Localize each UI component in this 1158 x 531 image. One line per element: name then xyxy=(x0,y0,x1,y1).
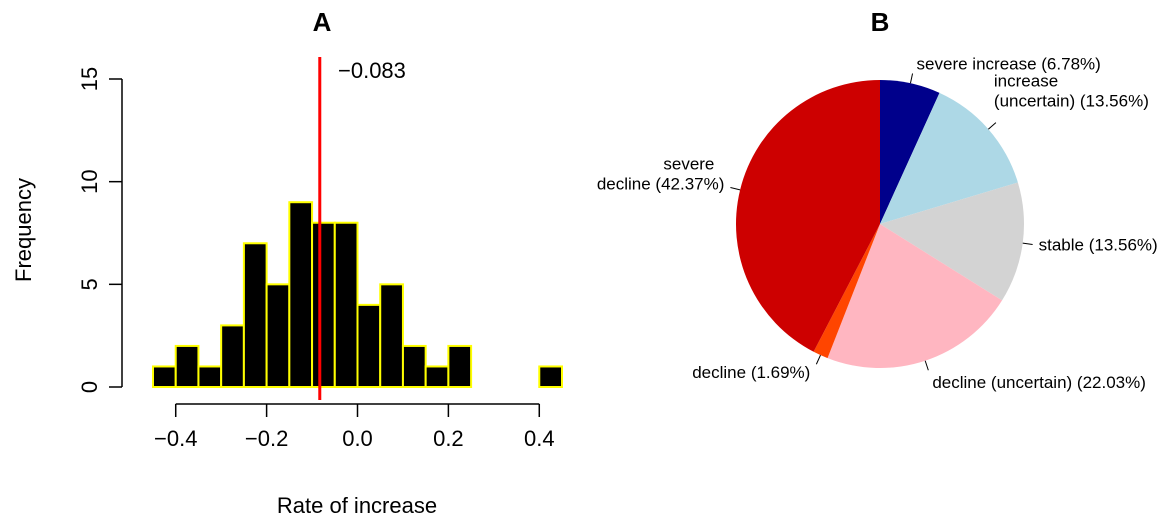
x-tick-label: −0.4 xyxy=(154,426,197,451)
y-tick-label: 10 xyxy=(77,169,102,193)
histogram-bar xyxy=(197,365,223,389)
histogram-bar xyxy=(379,283,404,389)
pie-slice xyxy=(813,224,880,359)
pie-slice xyxy=(880,182,1024,301)
histogram-bar xyxy=(311,221,336,388)
x-tick-label: −0.2 xyxy=(245,426,288,451)
pie-slice-label: severe increase (6.78%) xyxy=(917,54,1101,73)
y-tick-label: 15 xyxy=(77,67,102,91)
y-axis-label: Frequency xyxy=(11,178,36,282)
histogram-title: A xyxy=(313,7,332,37)
histogram-bar xyxy=(424,365,450,389)
pie-leader-line xyxy=(988,122,997,130)
pie-leader-line xyxy=(730,186,741,191)
pie-title: B xyxy=(871,7,890,37)
pie-leader-line xyxy=(924,360,929,371)
pie-slice-label: increase (uncertain) (13.56%) xyxy=(994,72,1149,111)
x-tick-label: 0.4 xyxy=(524,426,555,451)
histogram-bar xyxy=(356,303,382,388)
pie-slice-label: decline (uncertain) (22.03%) xyxy=(932,373,1146,392)
histogram-bar xyxy=(447,344,473,388)
pie-leader-line xyxy=(1022,242,1033,245)
histogram-bar xyxy=(174,344,200,388)
histogram-bar xyxy=(333,221,359,388)
histogram-bar xyxy=(265,283,291,389)
pie-leader-line xyxy=(815,354,821,365)
pie-slice-label: severe decline (42.37%) xyxy=(597,154,725,193)
y-tick-label: 0 xyxy=(77,381,102,393)
histogram-bar xyxy=(220,324,245,388)
histogram-bar xyxy=(242,242,268,388)
y-tick-label: 5 xyxy=(77,278,102,290)
pie-slice xyxy=(880,92,1018,224)
pie-slice xyxy=(736,80,880,352)
pie-slice-label: decline (1.69%) xyxy=(692,363,810,382)
reference-line-label: −0.083 xyxy=(338,58,406,83)
pie-slice xyxy=(880,80,940,224)
histogram-bar xyxy=(288,201,314,388)
histogram-bar xyxy=(152,365,177,389)
pie-slice xyxy=(827,224,1003,368)
pie-leader-line xyxy=(909,73,914,84)
histogram-bar xyxy=(538,365,563,389)
histogram-bar xyxy=(401,344,427,388)
pie-slice-label: stable (13.56%) xyxy=(1039,235,1158,254)
x-tick-label: 0.0 xyxy=(342,426,373,451)
x-axis-label: Rate of increase xyxy=(277,493,437,518)
x-tick-label: 0.2 xyxy=(433,426,464,451)
